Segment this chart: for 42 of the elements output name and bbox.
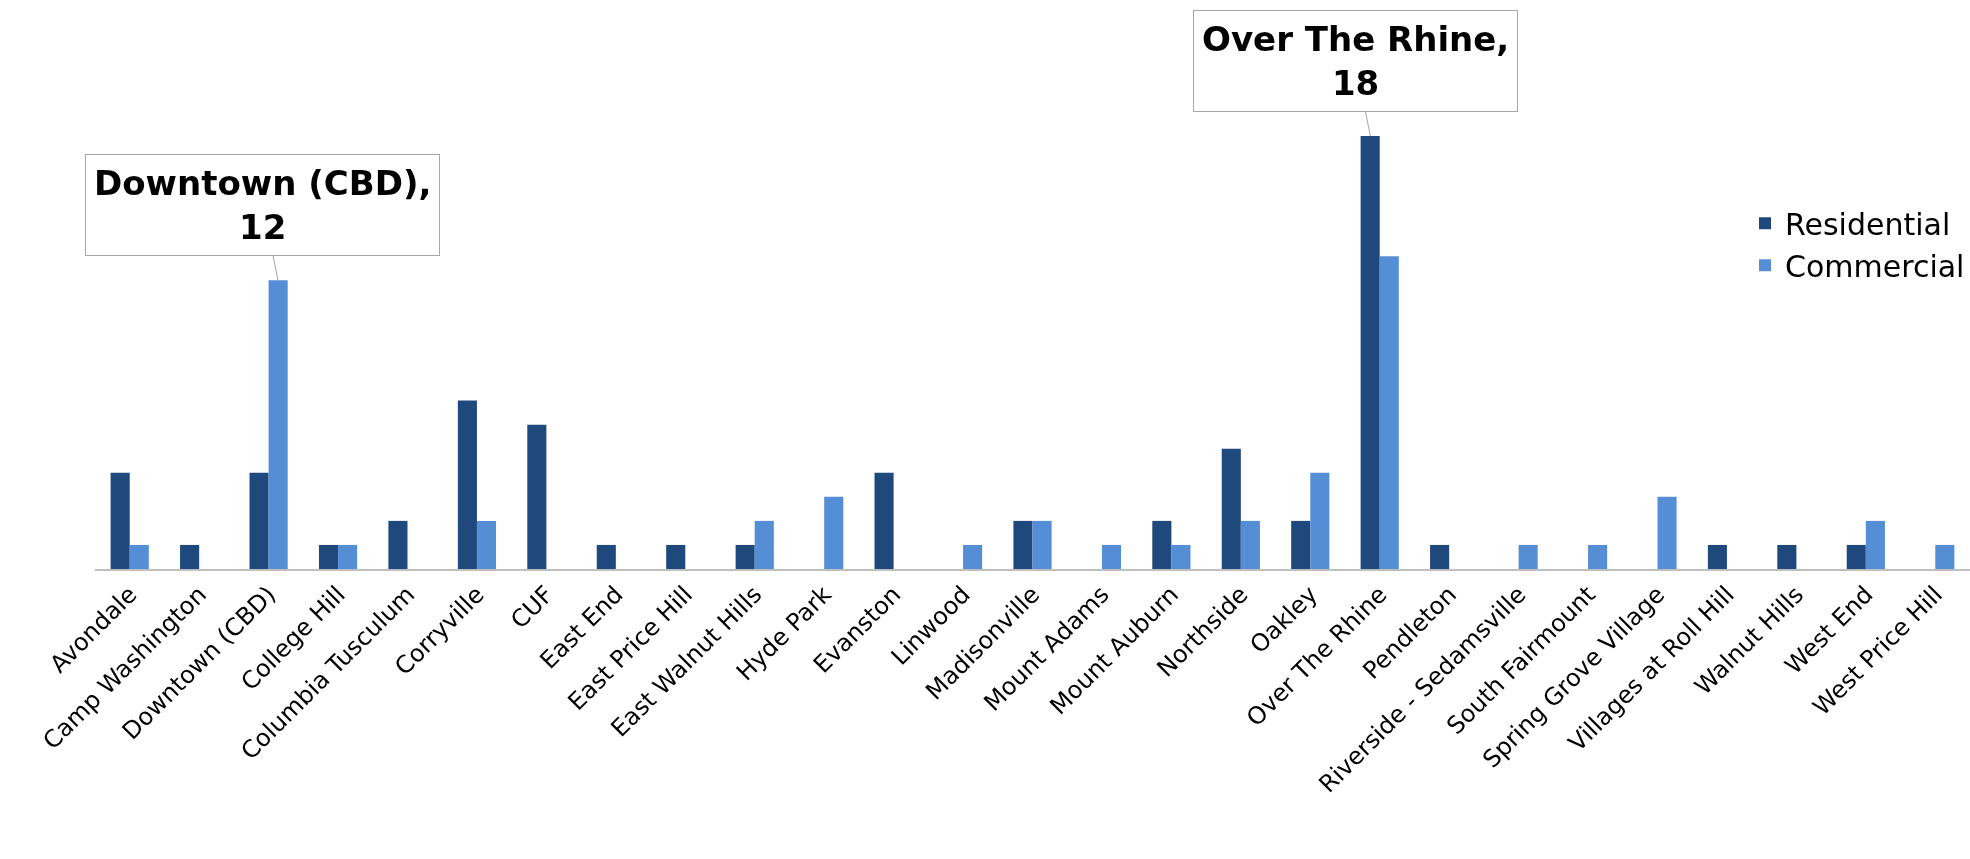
bar: [476, 520, 497, 569]
bar: [1588, 544, 1608, 569]
bar: [249, 472, 269, 569]
bar: [1291, 520, 1311, 569]
bar: [388, 520, 408, 569]
bar: [1152, 520, 1172, 569]
bar: [110, 472, 130, 569]
data-label: Downtown (CBD), 12: [94, 163, 432, 248]
bar: [1865, 520, 1885, 569]
bar: [457, 400, 477, 569]
bar: [666, 544, 686, 569]
bar: [1846, 544, 1866, 569]
bar: [1221, 448, 1241, 569]
bar: [824, 496, 844, 569]
bar: [268, 280, 288, 569]
bar: [129, 544, 149, 569]
bar: [1240, 520, 1260, 569]
bar: [180, 544, 200, 569]
bar: [1013, 520, 1033, 569]
data-label: Over The Rhine, 18: [1202, 19, 1510, 104]
bar: [1360, 136, 1380, 569]
bar: [1379, 256, 1399, 569]
bar: [1518, 544, 1538, 569]
bar: [1310, 472, 1330, 569]
bar: [874, 472, 894, 569]
bar: [1171, 544, 1191, 569]
bar: [1657, 496, 1677, 569]
bar: [1707, 544, 1727, 569]
bar: [596, 544, 616, 569]
bar: [338, 544, 358, 569]
bar: [754, 520, 774, 569]
bar: [527, 424, 547, 569]
bar: [963, 544, 983, 569]
bar: [1935, 544, 1955, 569]
bar: [735, 544, 755, 569]
bar: [318, 544, 339, 569]
bar: [1777, 544, 1797, 569]
bar: [1101, 544, 1122, 569]
bar: [1032, 520, 1052, 569]
legend-label: Commercial: [1785, 248, 1965, 284]
legend-label: Residential: [1785, 206, 1951, 242]
bar: [1430, 544, 1450, 569]
